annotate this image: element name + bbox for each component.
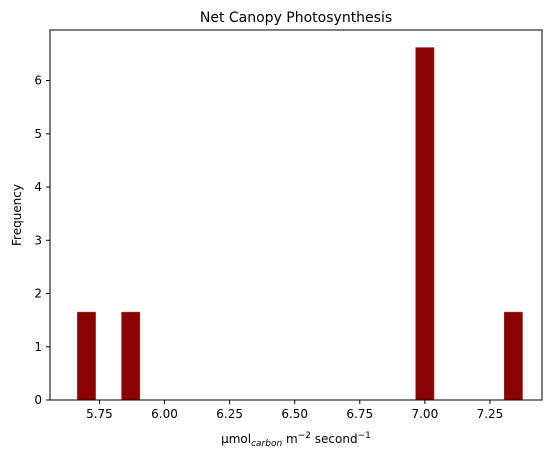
histogram-bar-3 bbox=[503, 311, 523, 401]
x-tick-label-3: 6.50 bbox=[281, 407, 308, 421]
histogram-bar-2 bbox=[415, 47, 435, 401]
y-tick-label-5: 5 bbox=[34, 127, 42, 141]
y-tick-label-4: 4 bbox=[34, 180, 42, 194]
x-axis-label-m: m bbox=[282, 432, 298, 446]
y-tick-label-6: 6 bbox=[34, 74, 42, 88]
x-tick-label-6: 7.25 bbox=[477, 407, 504, 421]
x-tick-label-5: 7.00 bbox=[411, 407, 438, 421]
x-tick-label-1: 6.00 bbox=[151, 407, 178, 421]
x-axis-label-second: second bbox=[311, 432, 358, 446]
bars-group bbox=[77, 47, 523, 401]
x-axis: 5.75 6.00 6.25 6.50 6.75 7.00 7.25 bbox=[86, 400, 503, 421]
x-axis-label-sup2: −1 bbox=[358, 431, 371, 441]
y-axis: 0 1 2 3 4 5 6 bbox=[34, 74, 50, 407]
y-tick-label-1: 1 bbox=[34, 340, 42, 354]
x-axis-label-base: µmol bbox=[221, 432, 251, 446]
x-axis-label: µmolcarbon m−2 second−1 bbox=[221, 431, 371, 449]
x-tick-label-4: 6.75 bbox=[346, 407, 373, 421]
histogram-bar-1 bbox=[121, 311, 141, 401]
x-axis-label-subscript: carbon bbox=[251, 439, 282, 449]
y-axis-label: Frequency bbox=[10, 184, 24, 246]
chart-title: Net Canopy Photosynthesis bbox=[200, 10, 392, 26]
y-tick-label-0: 0 bbox=[34, 393, 42, 407]
y-tick-label-3: 3 bbox=[34, 233, 42, 247]
plot-frame bbox=[49, 29, 543, 401]
y-tick-label-2: 2 bbox=[34, 287, 42, 301]
histogram-bar-0 bbox=[77, 311, 96, 401]
x-tick-label-0: 5.75 bbox=[86, 407, 113, 421]
x-axis-label-sup1: −2 bbox=[298, 431, 311, 441]
x-tick-label-2: 6.25 bbox=[216, 407, 243, 421]
